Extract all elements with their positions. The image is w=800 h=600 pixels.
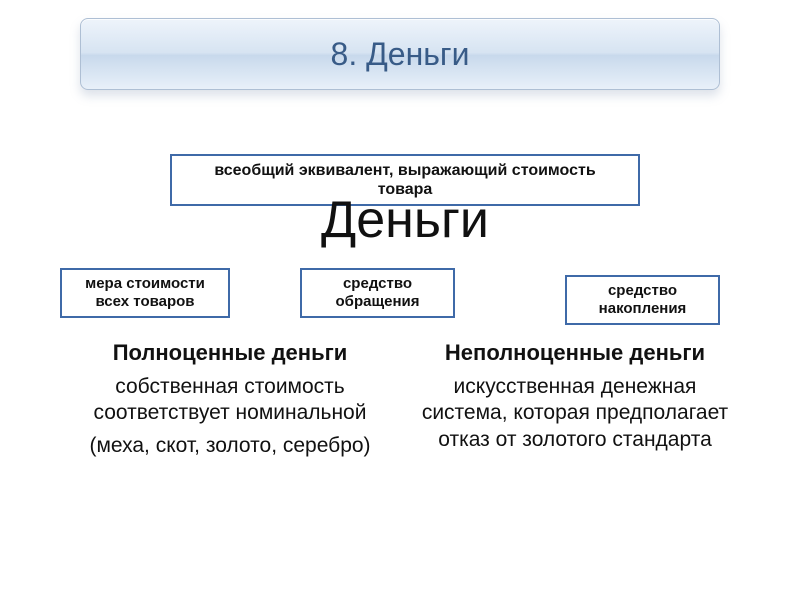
column-full-value-money: Полноценные деньги собственная стоимость…: [70, 340, 390, 465]
function-box-line: средство: [316, 275, 439, 293]
column-title: Неполноценные деньги: [415, 340, 735, 366]
function-box-means-of-accumulation: средство накопления: [565, 275, 720, 325]
slide-title-banner: 8. Деньги: [80, 18, 720, 90]
column-paragraph: искусственная денежная система, которая …: [415, 374, 735, 453]
column-paragraph: (меха, скот, золото, серебро): [70, 433, 390, 459]
column-title: Полноценные деньги: [70, 340, 390, 366]
column-paragraph: собственная стоимость соответствует номи…: [70, 374, 390, 427]
function-box-line: всех товаров: [76, 293, 214, 311]
central-word: Деньги: [265, 190, 545, 250]
function-box-line: мера стоимости: [76, 275, 214, 293]
column-body: искусственная денежная система, которая …: [415, 374, 735, 453]
function-box-means-of-circulation: средство обращения: [300, 268, 455, 318]
column-fiat-money: Неполноценные деньги искусственная денеж…: [415, 340, 735, 459]
function-box-line: накопления: [581, 300, 704, 318]
function-box-line: обращения: [316, 293, 439, 311]
function-box-measure-of-value: мера стоимости всех товаров: [60, 268, 230, 318]
function-box-line: средство: [581, 282, 704, 300]
column-body: собственная стоимость соответствует номи…: [70, 374, 390, 459]
slide: 8. Деньги всеобщий эквивалент, выражающи…: [0, 0, 800, 600]
slide-title-text: 8. Деньги: [331, 36, 470, 73]
